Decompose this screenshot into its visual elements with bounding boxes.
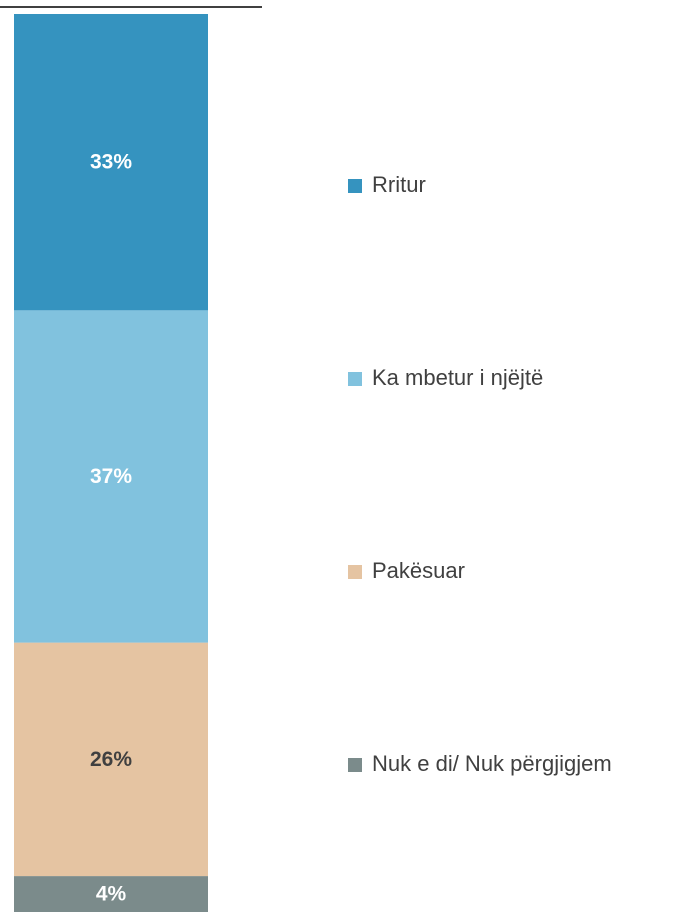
bar-segment — [14, 642, 208, 877]
legend-swatch — [348, 372, 362, 386]
legend-label: Ka mbetur i njëjtë — [372, 365, 543, 390]
legend-label: Nuk e di/ Nuk përgjigjem — [372, 751, 612, 776]
data-label: 26% — [90, 748, 132, 771]
legend-swatch — [348, 565, 362, 579]
data-label: 37% — [90, 465, 132, 488]
legend-label: Pakësuar — [372, 558, 465, 583]
data-label: 4% — [96, 883, 127, 906]
legend-swatch — [348, 758, 362, 772]
bar-segment — [14, 876, 208, 912]
data-label: 33% — [90, 151, 132, 174]
legend-swatch — [348, 179, 362, 193]
legend-label: Rritur — [372, 172, 426, 197]
bar-segment — [14, 14, 208, 311]
bar-segment — [14, 310, 208, 643]
